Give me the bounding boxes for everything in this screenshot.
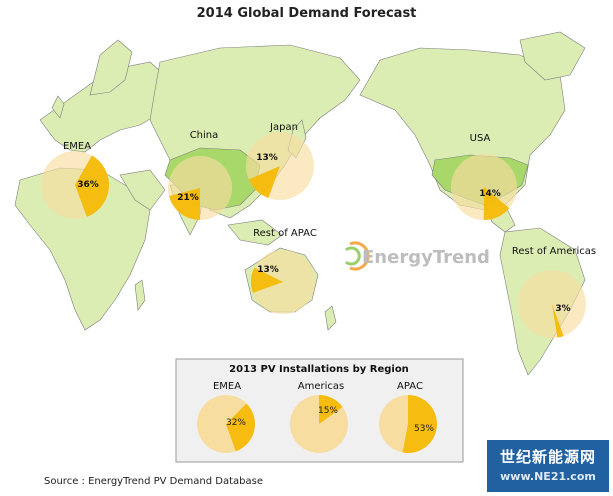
value-rest-of-americas: 3% bbox=[555, 304, 570, 314]
map-rest-of-apac-slice bbox=[251, 267, 283, 293]
inset-title: 2013 PV Installations by Region bbox=[229, 364, 409, 375]
value-rest-of-apac: 13% bbox=[257, 265, 279, 275]
watermark: EnergyTrend bbox=[345, 241, 490, 271]
energytrend-logo-icon bbox=[345, 241, 370, 271]
badge-title: 世纪新能源网 bbox=[499, 448, 596, 466]
label-japan: Japan bbox=[269, 122, 298, 133]
map-rest-of-americas-slice bbox=[552, 304, 564, 338]
value-usa: 14% bbox=[479, 189, 501, 199]
inset-label-apac: APAC bbox=[397, 381, 423, 392]
map-japan-slice bbox=[248, 166, 280, 198]
landmass-new-zealand bbox=[324, 305, 337, 331]
label-emea: EMEA bbox=[63, 141, 91, 152]
label-rest-of-americas: Rest of Americas bbox=[512, 246, 596, 257]
landmass-africa bbox=[14, 167, 151, 331]
site-badge[interactable]: 世纪新能源网 www.NE21.com bbox=[487, 440, 609, 492]
map-value-labels: 36% 21% 13% 13% 14% 3% bbox=[77, 153, 570, 314]
inset-label-americas: Americas bbox=[298, 381, 344, 392]
value-japan: 13% bbox=[256, 153, 278, 163]
map-china-slice bbox=[169, 188, 200, 220]
inset-value-emea: 32% bbox=[226, 418, 246, 428]
map-usa-slice bbox=[483, 187, 510, 221]
badge-url: www.NE21.com bbox=[500, 470, 596, 483]
map-region-labels: EMEA China Japan Rest of APAC USA Rest o… bbox=[63, 122, 596, 257]
map-emea-slice bbox=[75, 155, 109, 217]
label-china: China bbox=[190, 130, 219, 141]
value-china: 21% bbox=[177, 193, 199, 203]
label-rest-of-apac: Rest of APAC bbox=[253, 228, 317, 239]
inset-americas-slice bbox=[319, 395, 343, 424]
inset-value-americas: 15% bbox=[318, 406, 338, 416]
landmass-scandinavia bbox=[89, 39, 133, 96]
landmass-southeast-asia bbox=[227, 219, 283, 246]
landmass-madagascar bbox=[134, 279, 146, 311]
label-usa: USA bbox=[470, 133, 491, 144]
landmass-greenland bbox=[519, 31, 586, 81]
inset-label-emea: EMEA bbox=[213, 381, 241, 392]
source-note: Source : EnergyTrend PV Demand Database bbox=[44, 476, 263, 487]
value-emea: 36% bbox=[77, 180, 99, 190]
inset-emea-slice bbox=[226, 403, 256, 452]
inset-pies bbox=[197, 395, 437, 453]
landmass-uk bbox=[51, 95, 65, 119]
inset-panel: 2013 PV Installations by Region EMEA Ame… bbox=[175, 358, 464, 463]
chart-title: 2014 Global Demand Forecast bbox=[196, 6, 417, 21]
inset-apac-slice bbox=[402, 395, 437, 453]
inset-value-apac: 53% bbox=[414, 424, 434, 434]
watermark-text: EnergyTrend bbox=[362, 247, 490, 268]
landmass-arabia bbox=[119, 169, 166, 211]
map-bubbles bbox=[41, 132, 586, 338]
